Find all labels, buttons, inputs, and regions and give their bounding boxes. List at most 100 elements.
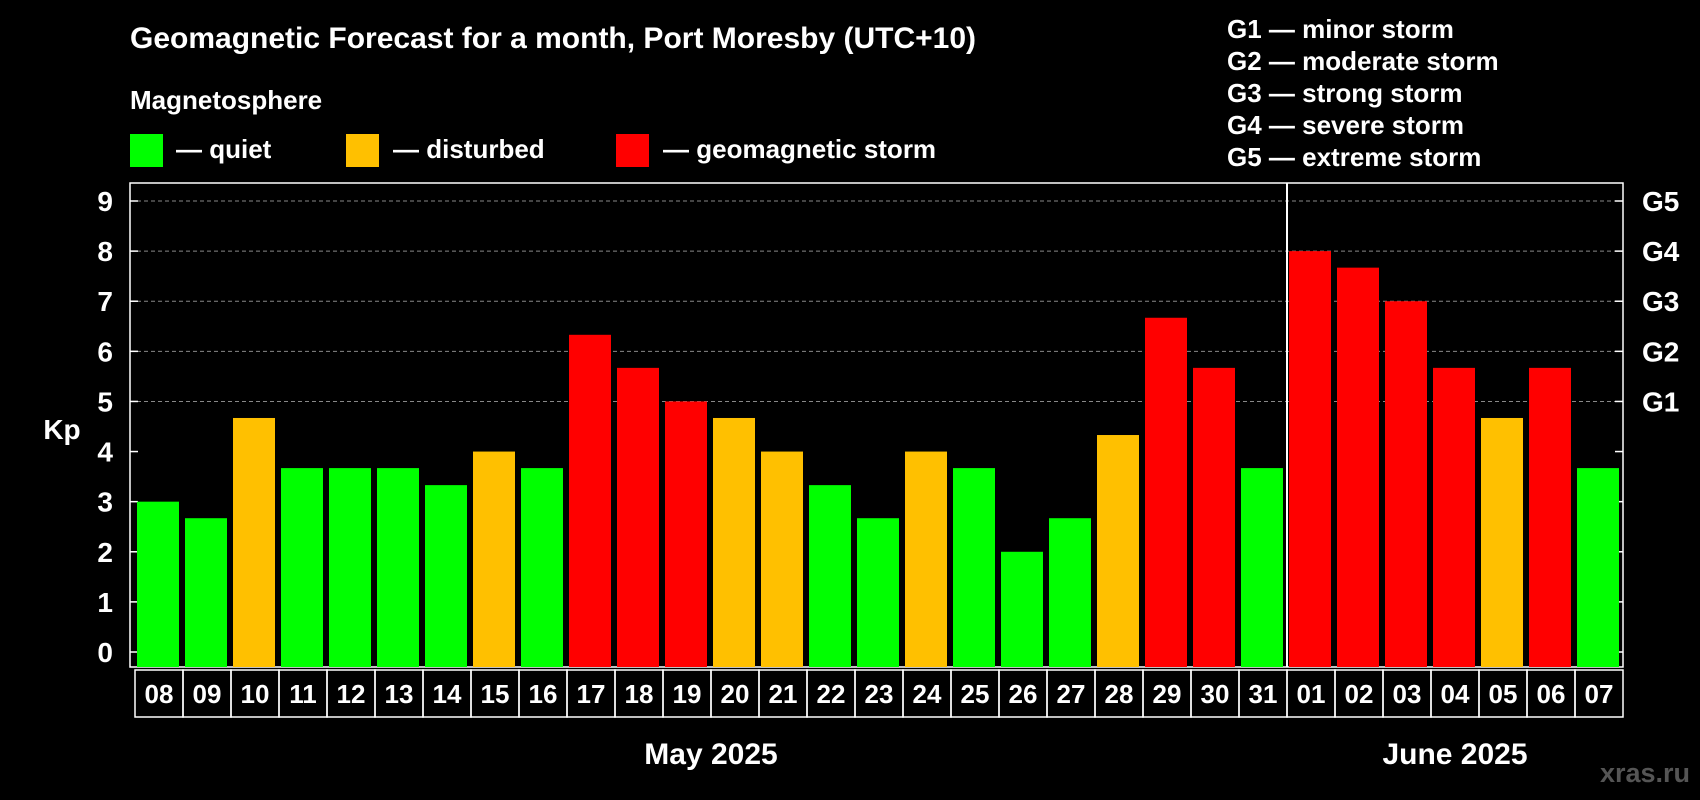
bar-31 <box>1241 468 1283 667</box>
y-tick-label: 8 <box>97 236 113 267</box>
day-label: 31 <box>1249 679 1278 709</box>
storm-scale-g4: G4 — severe storm <box>1227 110 1464 140</box>
legend-storm: — geomagnetic storm <box>616 134 936 167</box>
day-label: 22 <box>817 679 846 709</box>
day-label: 03 <box>1393 679 1422 709</box>
bar-08 <box>137 501 179 667</box>
watermark: xras.ru <box>1600 758 1690 788</box>
bar-09 <box>185 518 227 667</box>
day-label: 15 <box>481 679 510 709</box>
day-label: 07 <box>1585 679 1614 709</box>
bar-24 <box>905 451 947 667</box>
bar-05 <box>1481 417 1523 667</box>
bar-25 <box>953 468 995 667</box>
bar-03 <box>1385 301 1427 667</box>
y-axis-label: Kp <box>43 414 80 445</box>
day-label: 25 <box>961 679 990 709</box>
day-label: 27 <box>1057 679 1086 709</box>
bar-23 <box>857 518 899 667</box>
day-label: 30 <box>1201 679 1230 709</box>
day-label: 11 <box>289 679 317 709</box>
bar-15 <box>473 451 515 667</box>
bar-27 <box>1049 518 1091 667</box>
day-label: 16 <box>529 679 558 709</box>
day-label: 01 <box>1297 679 1326 709</box>
g-level-label: G3 <box>1642 286 1679 317</box>
month-label: June 2025 <box>1382 738 1527 771</box>
y-tick-label: 0 <box>97 637 113 668</box>
y-tick-label: 9 <box>97 186 113 217</box>
g-level-label: G1 <box>1642 386 1679 417</box>
month-label: May 2025 <box>644 738 777 771</box>
storm-scale-g1: G1 — minor storm <box>1227 14 1454 44</box>
y-tick-label: 3 <box>97 487 113 518</box>
chart-title: Geomagnetic Forecast for a month, Port M… <box>130 22 976 55</box>
day-label: 04 <box>1441 679 1470 709</box>
y-tick-label: 5 <box>97 386 113 417</box>
day-label: 20 <box>721 679 750 709</box>
day-label: 13 <box>385 679 414 709</box>
bar-11 <box>281 468 323 667</box>
storm-scale-legend: G1 — minor storm G2 — moderate storm G3 … <box>1227 14 1499 172</box>
bar-10 <box>233 417 275 667</box>
bar-29 <box>1145 317 1187 667</box>
bar-20 <box>713 417 755 667</box>
day-label: 23 <box>865 679 894 709</box>
bar-21 <box>761 451 803 667</box>
day-label: 08 <box>145 679 174 709</box>
g-level-label: G4 <box>1642 236 1680 267</box>
y-tick-label: 2 <box>97 537 113 568</box>
bar-28 <box>1097 435 1139 667</box>
day-label: 18 <box>625 679 654 709</box>
bar-22 <box>809 485 851 667</box>
day-label: 17 <box>577 679 606 709</box>
day-label: 02 <box>1345 679 1374 709</box>
legend-quiet-label: — quiet <box>176 134 272 164</box>
bar-13 <box>377 468 419 667</box>
day-label: 14 <box>433 679 462 709</box>
bar-17 <box>569 334 611 667</box>
legend-quiet-swatch <box>130 134 163 167</box>
bar-14 <box>425 485 467 667</box>
y-tick-label: 6 <box>97 336 113 367</box>
day-label: 19 <box>673 679 702 709</box>
legend-storm-swatch <box>616 134 649 167</box>
bar-06 <box>1529 367 1571 667</box>
y-tick-label: 4 <box>97 437 113 468</box>
bar-07 <box>1577 468 1619 667</box>
bar-16 <box>521 468 563 667</box>
day-label: 24 <box>913 679 942 709</box>
day-label: 12 <box>337 679 366 709</box>
legend-disturbed-label: — disturbed <box>393 134 545 164</box>
day-label: 10 <box>241 679 270 709</box>
y-tick-label: 7 <box>97 286 113 317</box>
day-label: 21 <box>769 679 798 709</box>
day-label: 06 <box>1537 679 1566 709</box>
legend-disturbed-swatch <box>346 134 379 167</box>
storm-scale-g3: G3 — strong storm <box>1227 78 1462 108</box>
storm-scale-g2: G2 — moderate storm <box>1227 46 1499 76</box>
g-level-label: G2 <box>1642 336 1679 367</box>
legend-title: Magnetosphere <box>130 85 322 115</box>
day-label: 28 <box>1105 679 1134 709</box>
g-level-label: G5 <box>1642 186 1679 217</box>
bar-04 <box>1433 367 1475 667</box>
bar-12 <box>329 468 371 667</box>
day-label: 05 <box>1489 679 1518 709</box>
legend-storm-label: — geomagnetic storm <box>663 134 936 164</box>
bar-19 <box>665 401 707 667</box>
legend-disturbed: — disturbed <box>346 134 545 167</box>
bar-30 <box>1193 367 1235 667</box>
bar-26 <box>1001 551 1043 667</box>
day-label: 29 <box>1153 679 1182 709</box>
storm-scale-g5: G5 — extreme storm <box>1227 142 1481 172</box>
bar-01 <box>1289 251 1331 667</box>
bar-18 <box>617 367 659 667</box>
bar-02 <box>1337 267 1379 667</box>
day-label: 09 <box>193 679 222 709</box>
day-label: 26 <box>1009 679 1038 709</box>
day-box <box>1574 669 1624 718</box>
y-tick-label: 1 <box>97 587 113 618</box>
